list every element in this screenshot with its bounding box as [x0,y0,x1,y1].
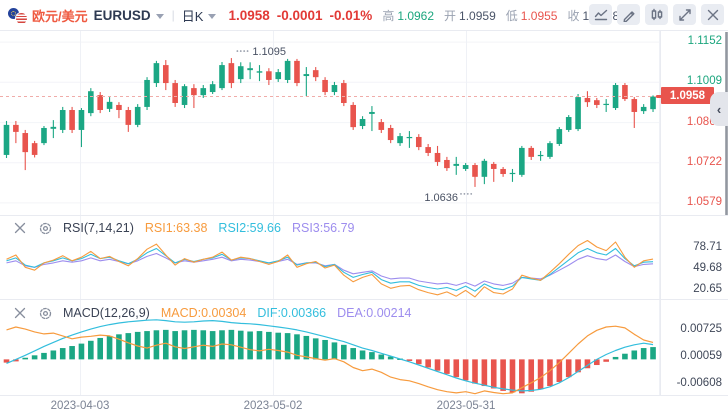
price-change: -0.0001 [276,7,323,23]
header-divider: | [171,8,175,22]
close-button[interactable] [701,4,724,25]
chevron-left-icon: ‹ [716,101,722,117]
close-icon [707,9,718,20]
chevron-down-icon[interactable] [208,13,217,19]
draw-button[interactable] [617,4,640,25]
dif-value: DIF:0.00366 [257,306,327,320]
chevron-down-icon[interactable] [155,13,164,19]
high-value: 1.0962 [397,8,435,23]
open-value: 1.0959 [459,8,496,23]
close-icon [14,222,26,234]
candlestick-icon [651,8,662,20]
rsi-panel-header: RSI(7,14,21) RSI1:63.38 RSI2:59.66 RSI3:… [13,220,355,236]
macd-title: MACD(12,26,9) [63,306,150,320]
gear-icon [39,307,51,319]
price-change-pct: -0.01% [329,7,373,23]
line-chart-icon [594,9,607,20]
stat-high: 高 1.0962 [382,8,435,23]
rsi3-value: RSI3:56.79 [291,221,355,235]
pair-selector[interactable]: EURUSD [93,7,151,23]
chart-header: 欧元/美元 EURUSD | 日K 1.0958 -0.0001 -0.01% … [0,0,728,31]
high-annotation: 1.1095 [252,46,286,58]
macd-value: MACD:0.00304 [160,306,247,320]
fullscreen-button[interactable] [673,4,696,25]
eurusd-flag-icon [8,7,27,24]
rsi2-value: RSI2:59.66 [218,221,281,235]
rsi-close-button[interactable] [13,221,27,235]
rsi-settings-button[interactable] [38,221,52,235]
collapse-handle[interactable]: ‹ [710,92,728,126]
gear-icon [39,222,51,234]
close-icon [14,307,26,319]
pair-name-cn: 欧元/美元 [32,8,88,24]
timeframe-selector[interactable]: 日K [181,8,204,24]
chart-toolbar [589,4,724,25]
macd-panel-header: MACD(12,26,9) MACD:0.00304 DIF:0.00366 D… [13,305,411,321]
stat-low: 低 1.0955 [505,8,558,23]
macd-close-button[interactable] [13,306,27,320]
rsi-title: RSI(7,14,21) [63,221,134,235]
current-price-badge: 1.0958 [661,87,714,104]
low-annotation: 1.0636 [424,192,458,204]
pencil-icon [623,10,634,22]
last-price: 1.0958 [228,7,270,23]
expand-icon [678,8,691,21]
dea-value: DEA:0.00214 [337,306,412,320]
chart-style-button[interactable] [645,4,668,25]
low-value: 1.0955 [520,8,558,23]
macd-settings-button[interactable] [38,306,52,320]
indicator-button[interactable] [589,4,612,25]
rsi1-value: RSI1:63.38 [144,221,208,235]
stat-open: 开 1.0959 [444,8,496,23]
